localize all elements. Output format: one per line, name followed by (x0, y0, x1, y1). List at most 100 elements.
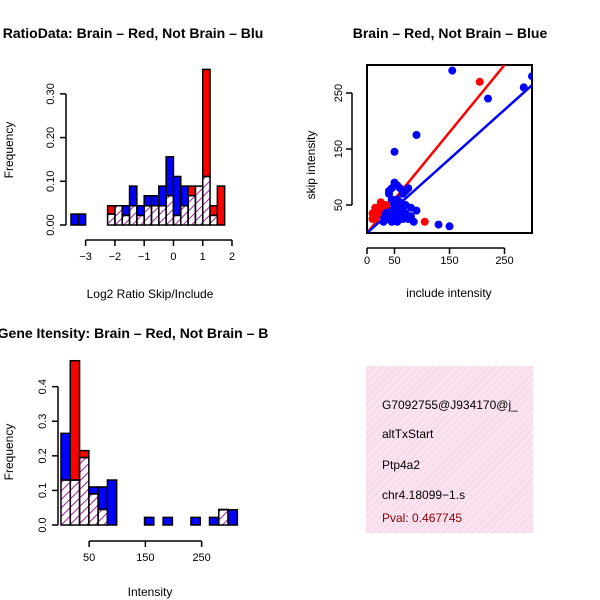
intensity-bar-top-7 (162, 516, 174, 526)
intensity-bar-overlap-2 (78, 456, 90, 526)
intensity-y-tick-label-2: 0.2 (37, 448, 49, 463)
info-panel: G7092755@J934170@j_ altTxStart Ptp4a2 ch… (366, 366, 533, 533)
ratio-bar-top-17 (216, 185, 226, 226)
point-blue-41 (398, 215, 407, 223)
ratio-y-tick-label-1: 0.10 (45, 171, 57, 192)
scatter-title: Brain – Red, Not Brain – Blue (353, 25, 548, 41)
intensity-bar-top-5 (106, 479, 118, 526)
ratio-bar-top-11 (172, 175, 182, 217)
ratio-bar-overlap-12 (180, 205, 189, 226)
ratio-bar-top-7 (143, 194, 153, 207)
info-pval: Pval: 0.467745 (382, 511, 462, 525)
ratio-bar-top-0 (70, 213, 80, 226)
ratio-bar-top-15 (201, 68, 211, 178)
intensity-title: Gene Itensity: Brain – Red, Not Brain – … (0, 325, 268, 341)
ratio-bar-overlap-5 (128, 205, 138, 226)
ratio-x-tick-label-1: −2 (109, 251, 122, 263)
ratio-bar-overlap-7 (143, 205, 153, 226)
ratio-bar-overlap-13 (187, 194, 197, 226)
ratio-bar-top-2 (106, 205, 116, 215)
scatter-x-tick-label-3: 250 (495, 255, 513, 267)
scatter-ylabel: skip intensity (304, 131, 318, 200)
ratio-axes: −3 −2 −1 0 1 2 0.00 0.10 0.20 0.30 (45, 83, 235, 263)
ratio-title: RatioData: Brain – Red, Not Brain – Blu (3, 25, 264, 41)
ratio-x-tick-label-2: −1 (138, 251, 151, 263)
intensity-y-tick-label-4: 0.4 (37, 379, 49, 394)
point-blue-30 (434, 220, 443, 229)
scatter-points (368, 66, 532, 231)
point-red-8 (374, 209, 382, 218)
scatter-y-tick-label-1: 150 (333, 140, 345, 158)
ratio-bar-overlap-15 (201, 175, 211, 226)
ratio-bar-top-10 (165, 156, 175, 197)
intensity-bar-top-4 (97, 486, 109, 511)
ratio-bar-top-4 (121, 205, 131, 217)
ratio-bar-overlap-6 (136, 214, 145, 226)
intensity-bar-top-3 (88, 486, 99, 495)
intensity-y-tick-label-3: 0.3 (37, 414, 49, 429)
info-line-id: G7092755@J934170@j_ (382, 398, 518, 412)
ratio-x-tick-label-5: 2 (229, 251, 235, 263)
info-line-event: altTxStart (382, 427, 434, 441)
point-blue-45 (379, 217, 388, 226)
scatter-y-tick-label-2: 250 (333, 84, 345, 102)
scatter-x-tick-label-0: 0 (364, 255, 370, 267)
ratio-bar-top-13 (187, 185, 197, 197)
ratio-bar-top-12 (180, 185, 189, 207)
intensity-xlabel: Intensity (128, 585, 173, 599)
ratio-x-tick-label-0: −3 (79, 251, 92, 263)
intensity-x-tick-label-2: 250 (192, 552, 210, 564)
point-red-11 (382, 201, 391, 209)
intensity-x-tick-label-0: 50 (83, 552, 95, 564)
intensity-bar-top-11 (227, 509, 239, 526)
intensity-axes: 50 150 250 0.0 0.1 0.2 0.3 0.4 (37, 379, 211, 564)
point-blue-29 (409, 217, 418, 226)
point-blue-31 (445, 222, 454, 231)
point-blue-1 (484, 94, 492, 103)
point-blue-38 (385, 189, 393, 198)
point-blue-4 (412, 131, 421, 139)
info-background (366, 366, 533, 533)
info-line-locus: chr4.18099−1.s (382, 488, 465, 502)
ratio-bar-top-8 (150, 194, 160, 207)
ratio-bar-overlap-11 (172, 214, 182, 226)
ratio-bars (70, 68, 226, 226)
ratio-bar-overlap-9 (158, 205, 167, 226)
ratio-bar-top-6 (136, 205, 145, 217)
scatter-x-tick-label-1: 50 (388, 255, 400, 267)
intensity-y-tick-label-1: 0.1 (37, 483, 49, 498)
ratio-bar-top-5 (128, 185, 138, 207)
intensity-bar-overlap-10 (218, 509, 229, 526)
intensity-bar-top-6 (143, 516, 155, 526)
ratio-bar-overlap-4 (121, 214, 131, 226)
ratio-bar-top-9 (158, 185, 167, 207)
point-blue-3 (528, 72, 532, 81)
ratio-bar-overlap-2 (106, 213, 116, 226)
ratio-x-tick-label-3: 0 (170, 251, 176, 263)
intensity-y-tick-label-0: 0.0 (37, 517, 49, 532)
point-red-1 (420, 217, 429, 226)
point-blue-0 (448, 66, 457, 75)
ratio-y-tick-label-3: 0.30 (45, 83, 57, 104)
ratio-x-tick-label-4: 1 (200, 251, 206, 263)
scatter-plot: Brain – Red, Not Brain – Blue include in… (304, 25, 547, 300)
ratio-bar-overlap-16 (209, 214, 219, 226)
point-blue-5 (390, 147, 399, 156)
point-blue-44 (412, 206, 421, 215)
intensity-bar-overlap-4 (97, 508, 109, 526)
point-red-9 (368, 209, 377, 218)
ratio-bar-overlap-3 (114, 205, 123, 226)
intensity-bar-top-1 (69, 359, 81, 481)
point-blue-13 (404, 184, 413, 193)
ratio-xlabel: Log2 Ratio Skip/Include (87, 287, 214, 301)
scatter-y-tick-label-0: 50 (333, 199, 345, 211)
intensity-bar-top-0 (60, 432, 72, 481)
intensity-histogram: Gene Itensity: Brain – Red, Not Brain – … (0, 325, 268, 599)
scatter-axes: 0 50 150 250 50 150 250 (333, 84, 514, 267)
scatter-x-tick-label-2: 150 (440, 255, 458, 267)
ratio-bar-overlap-10 (165, 194, 175, 226)
point-red-0 (475, 77, 484, 86)
ratio-bar-top-1 (77, 213, 87, 226)
ratio-histogram: RatioData: Brain – Red, Not Brain – Blu … (2, 25, 263, 301)
